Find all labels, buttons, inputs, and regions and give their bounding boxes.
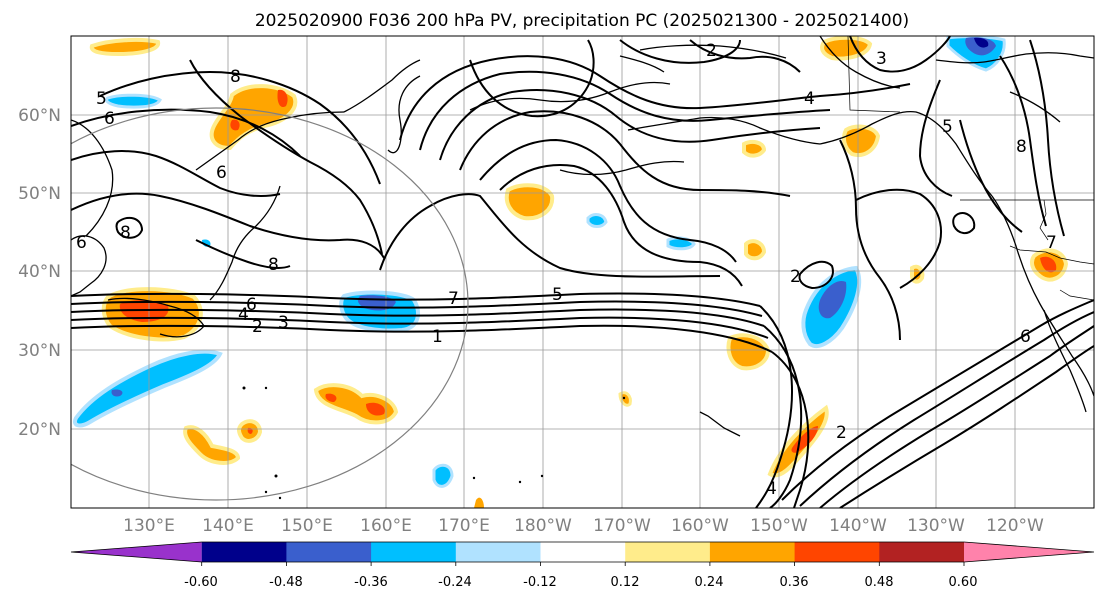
pv-label: 2 [790,267,801,287]
lat-label: 40°N [18,262,61,282]
lat-label: 60°N [18,106,61,126]
pv-contours [71,36,1094,508]
lon-label: 130°E [123,516,175,536]
figure-title: 2025020900 F036 200 hPa PV, precipitatio… [255,11,909,31]
lon-label: 160°E [360,516,412,536]
pv-label: 6 [104,109,115,129]
colorbar-tick-label: 0.12 [611,575,640,590]
colorbar-tick-labels: -0.60 -0.48 -0.36 -0.24 -0.12 0.12 0.24 … [184,575,977,590]
lon-label: 160°W [671,516,729,536]
pv-label: 7 [1046,233,1057,253]
colorbar-tick-label: 0.48 [865,575,894,590]
pv-label: 3 [278,313,289,333]
pv-label: 6 [76,233,87,253]
lon-label: 170°E [438,516,490,536]
positive-precip-areas [89,36,1069,508]
colorbar-swatch [455,542,541,562]
colorbar-swatch [540,542,626,562]
colorbar-swatch [201,542,287,562]
longitude-labels: 130°E 140°E 150°E 160°E 170°E 180°W 170°… [123,516,1044,536]
pv-label: 8 [268,255,279,275]
pv-label: 4 [766,479,777,499]
lat-label: 20°N [18,420,61,440]
colorbar-swatch [625,542,711,562]
colorbar-tick-label: -0.48 [269,575,303,590]
colorbar-swatch [371,542,457,562]
pv-label: 8 [120,223,131,243]
pv-label: 6 [1020,327,1031,347]
colorbar-outline [70,541,1095,563]
colorbar-tick-label: 0.24 [695,575,724,590]
colorbar-swatch [794,542,880,562]
colorbar-tick-label: -0.24 [438,575,472,590]
colorbar-swatch [879,542,965,562]
pv-label: 6 [216,163,227,183]
colorbar-tick-label: 0.60 [949,575,978,590]
pv-label: 1 [432,327,443,347]
colorbar-ticks [201,562,965,566]
lon-label: 140°E [202,516,254,536]
colorbar-tick-label: 0.36 [780,575,809,590]
lat-label: 30°N [18,341,61,361]
lon-label: 150°W [750,516,808,536]
pv-label: 5 [552,285,563,305]
colorbar-swatch [71,542,202,562]
national-borders [847,36,1094,301]
map-panel: 5 6 8 6 8 6 8 6 4 2 3 1 7 5 2 3 4 5 8 7 [70,35,1095,509]
colorbar-swatches [71,542,1094,562]
pv-contour-labels: 5 6 8 6 8 6 8 6 4 2 3 1 7 5 2 3 4 5 8 7 [76,41,1057,499]
lon-label: 170°W [593,516,651,536]
colorbar-swatch [286,542,372,562]
lon-label: 150°E [281,516,333,536]
pv-label: 2 [252,317,263,337]
radius-circle [71,107,469,501]
pv-label: 3 [876,49,887,69]
pv-label: 4 [238,305,249,325]
pv-label: 8 [230,67,241,87]
pv-label: 5 [96,89,107,109]
latitude-labels: 60°N 50°N 40°N 30°N 20°N [18,106,61,440]
pv-label: 8 [1016,137,1027,157]
pv-label: 6 [246,295,257,315]
colorbar-tick-label: -0.60 [184,575,218,590]
pv-label: 5 [942,117,953,137]
map-frame [70,35,1095,509]
colorbar-tick-label: -0.12 [523,575,557,590]
colorbar-tick-label: -0.36 [354,575,388,590]
lon-label: 120°W [986,516,1044,536]
lon-label: 180°W [514,516,572,536]
lon-label: 130°W [907,516,965,536]
pv-label: 2 [836,423,847,443]
colorbar-swatch [964,542,1094,562]
island-dots [242,386,626,500]
pv-label: 7 [448,289,459,309]
lon-label: 140°W [829,516,887,536]
colorbar-swatch [709,542,796,562]
pv-label: 2 [706,41,717,61]
pv-label: 4 [804,89,815,109]
lat-label: 50°N [18,184,61,204]
colorbar: -0.60 -0.48 -0.36 -0.24 -0.12 0.12 0.24 … [70,541,1095,590]
